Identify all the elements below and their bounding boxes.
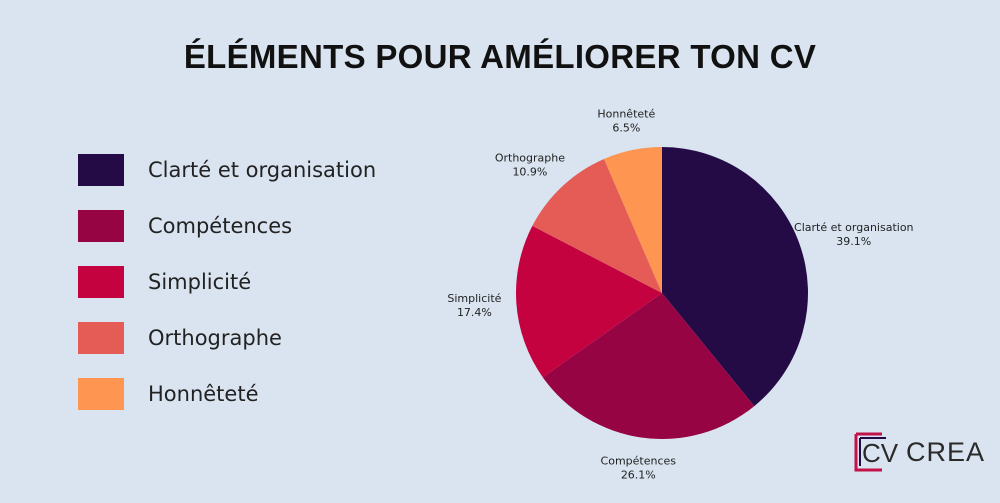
legend-label: Compétences — [148, 214, 293, 238]
slice-value: 10.9% — [512, 165, 547, 178]
slice-name: Simplicité — [447, 292, 501, 305]
slice-value: 26.1% — [621, 468, 656, 481]
legend-swatch — [78, 378, 124, 410]
slice-value: 6.5% — [612, 122, 640, 135]
legend-swatch — [78, 322, 124, 354]
pie-slice — [542, 293, 755, 440]
logo-word: CREA — [906, 436, 986, 467]
legend-swatch — [78, 154, 124, 186]
logo-mark-text: CV — [862, 438, 899, 468]
pie-slice — [532, 159, 662, 293]
slice-value: 17.4% — [457, 306, 492, 319]
legend-item: Honnêteté — [78, 378, 376, 410]
legend-item: Simplicité — [78, 266, 376, 298]
cv-logo-mark: CV — [852, 432, 902, 472]
cvcrea-logo: CV CREA — [852, 432, 985, 472]
legend-label: Simplicité — [148, 270, 252, 294]
legend-label: Honnêteté — [148, 382, 259, 406]
slice-name: Clarté et organisation — [794, 221, 914, 234]
pie-slice — [516, 225, 662, 378]
legend-swatch — [78, 266, 124, 298]
slice-value: 39.1% — [836, 235, 871, 248]
legend-swatch — [78, 210, 124, 242]
pie-slice — [604, 147, 662, 293]
legend-label: Orthographe — [148, 326, 282, 350]
legend: Clarté et organisation Compétences Simplic… — [78, 154, 376, 434]
slice-name: Compétences — [601, 454, 677, 467]
pie-slice — [662, 147, 808, 407]
legend-item: Compétences — [78, 210, 376, 242]
legend-item: Orthographe — [78, 322, 376, 354]
legend-item: Clarté et organisation — [78, 154, 376, 186]
legend-label: Clarté et organisation — [148, 158, 377, 182]
slice-name: Orthographe — [495, 151, 565, 164]
chart-title: ÉLÉMENTS POUR AMÉLIORER TON CV — [183, 38, 817, 75]
slice-name: Honnêteté — [597, 108, 655, 121]
